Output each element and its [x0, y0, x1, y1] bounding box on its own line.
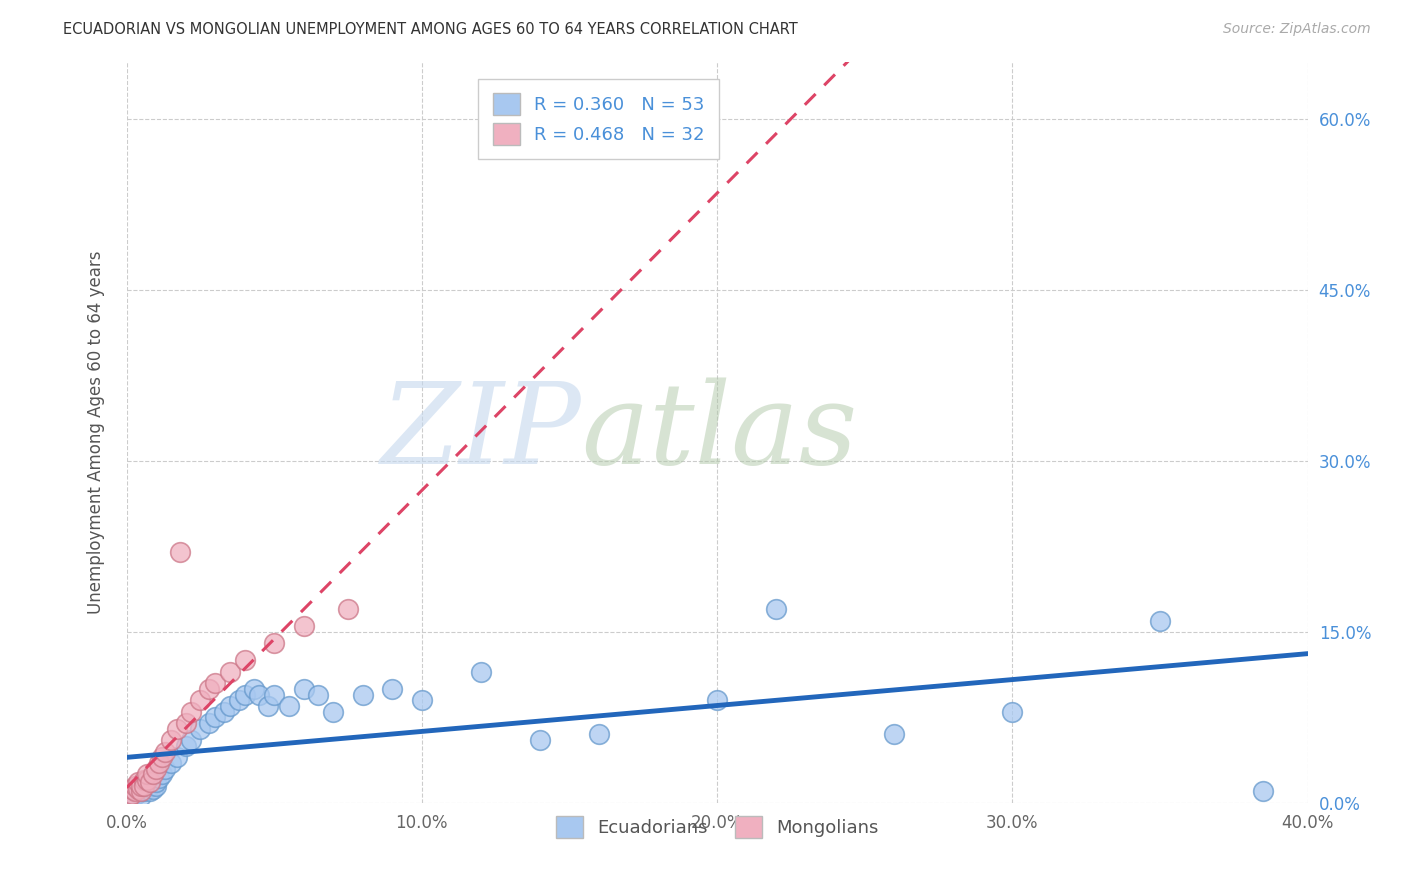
Point [233, 688, 256, 702]
Point [529, 733, 551, 747]
Point [470, 665, 492, 679]
Point [142, 772, 165, 787]
Point [142, 767, 165, 781]
Text: Source: ZipAtlas.com: Source: ZipAtlas.com [1223, 22, 1371, 37]
Point [352, 688, 374, 702]
Point [381, 681, 404, 696]
Point [278, 698, 301, 713]
Point [198, 716, 221, 731]
Point [121, 787, 143, 801]
Point [322, 705, 344, 719]
Point [136, 767, 159, 781]
Point [124, 782, 146, 797]
Point [242, 681, 264, 696]
Point [139, 784, 162, 798]
Point [127, 782, 149, 797]
Point [153, 745, 176, 759]
Point [139, 779, 162, 793]
Point [180, 733, 202, 747]
Point [121, 787, 143, 801]
Point [180, 705, 202, 719]
Point [166, 750, 188, 764]
Point [118, 790, 141, 805]
Point [127, 779, 149, 793]
Point [292, 681, 315, 696]
Legend: Ecuadorians, Mongolians: Ecuadorians, Mongolians [548, 809, 886, 846]
Point [124, 788, 146, 802]
Point [142, 782, 165, 797]
Point [588, 727, 610, 741]
Point [204, 710, 226, 724]
Point [249, 688, 271, 702]
Point [219, 665, 242, 679]
Point [118, 790, 141, 805]
Point [219, 698, 242, 713]
Point [883, 727, 905, 741]
Point [257, 698, 280, 713]
Point [160, 756, 183, 770]
Y-axis label: Unemployment Among Ages 60 to 64 years: Unemployment Among Ages 60 to 64 years [87, 251, 105, 615]
Point [174, 739, 197, 753]
Point [145, 762, 167, 776]
Point [124, 784, 146, 798]
Point [174, 716, 197, 731]
Point [121, 782, 143, 797]
Point [129, 789, 153, 803]
Point [233, 653, 256, 667]
Point [308, 688, 330, 702]
Point [148, 771, 170, 785]
Text: atlas: atlas [581, 377, 858, 488]
Point [150, 750, 173, 764]
Point [127, 775, 149, 789]
Point [136, 782, 159, 797]
Point [228, 693, 250, 707]
Point [134, 780, 156, 795]
Point [160, 733, 183, 747]
Point [263, 688, 285, 702]
Point [136, 775, 159, 789]
Point [166, 722, 188, 736]
Point [150, 767, 173, 781]
Text: ECUADORIAN VS MONGOLIAN UNEMPLOYMENT AMONG AGES 60 TO 64 YEARS CORRELATION CHART: ECUADORIAN VS MONGOLIAN UNEMPLOYMENT AMO… [63, 22, 799, 37]
Point [134, 779, 156, 793]
Point [292, 619, 315, 633]
Point [765, 602, 787, 616]
Point [188, 722, 212, 736]
Point [148, 756, 170, 770]
Point [198, 681, 221, 696]
Point [139, 775, 162, 789]
Point [1253, 784, 1275, 798]
Point [121, 784, 143, 798]
Point [212, 705, 235, 719]
Point [153, 762, 176, 776]
Point [145, 779, 167, 793]
Point [263, 636, 285, 650]
Point [129, 783, 153, 797]
Point [1149, 614, 1171, 628]
Point [127, 786, 149, 800]
Point [145, 775, 167, 789]
Point [169, 545, 191, 559]
Point [134, 772, 156, 787]
Point [136, 772, 159, 787]
Point [1001, 705, 1024, 719]
Point [411, 693, 433, 707]
Point [129, 784, 153, 798]
Point [188, 693, 212, 707]
Point [204, 676, 226, 690]
Point [129, 779, 153, 793]
Text: ZIP: ZIP [381, 377, 581, 488]
Point [337, 602, 360, 616]
Point [124, 779, 146, 793]
Point [134, 784, 156, 798]
Point [706, 693, 728, 707]
